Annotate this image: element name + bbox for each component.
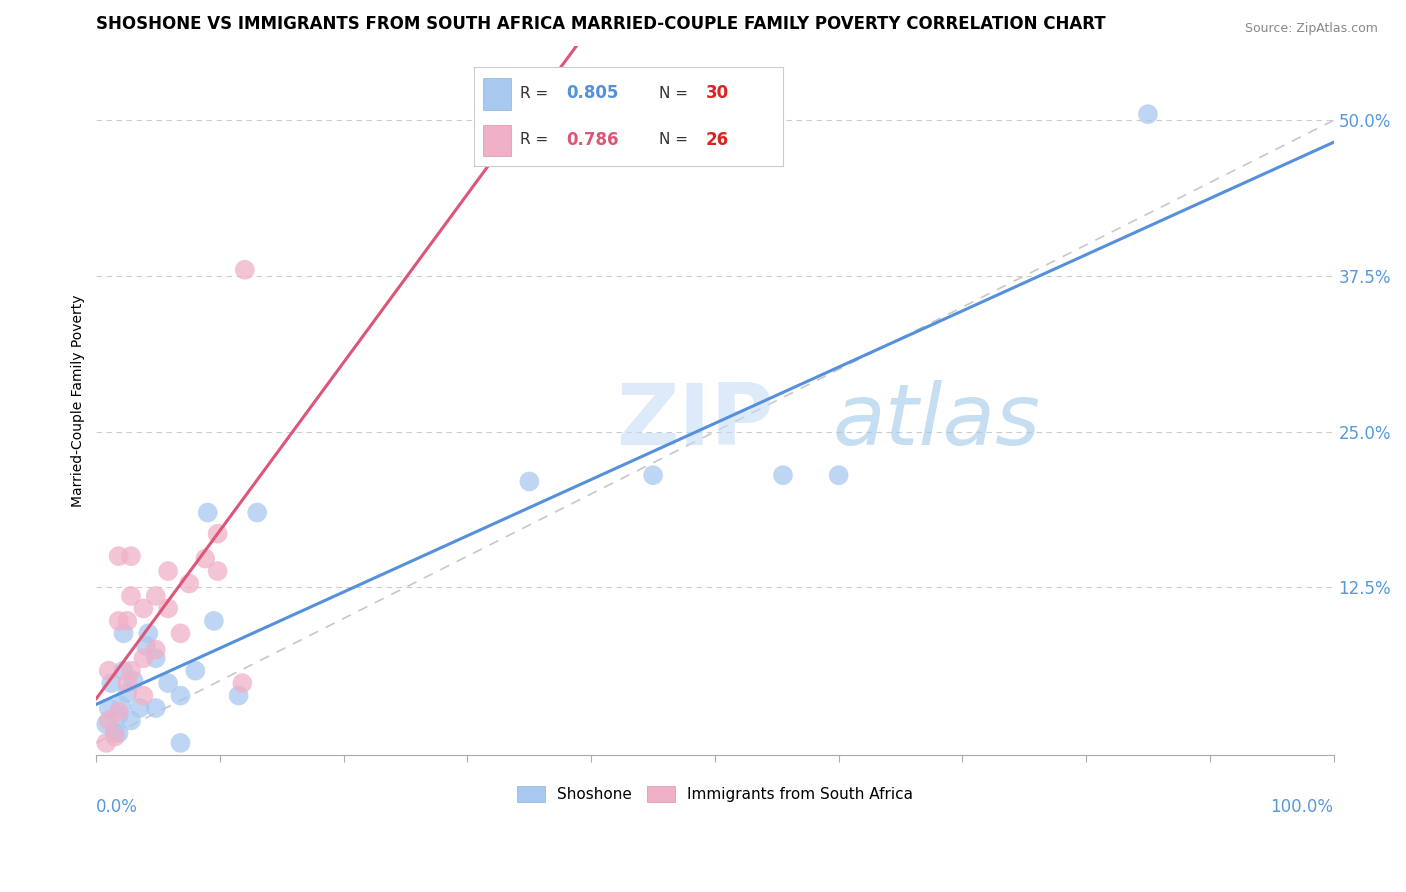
Text: atlas: atlas <box>832 380 1040 463</box>
Point <box>157 676 180 690</box>
Point <box>132 651 155 665</box>
Point <box>772 468 794 483</box>
Point <box>233 262 256 277</box>
Point <box>128 701 150 715</box>
Point <box>169 689 191 703</box>
Point <box>517 475 540 489</box>
Text: Source: ZipAtlas.com: Source: ZipAtlas.com <box>1244 22 1378 36</box>
Point <box>120 549 142 563</box>
Point <box>157 564 180 578</box>
Point <box>207 526 229 541</box>
Point <box>107 549 129 563</box>
Point <box>132 601 155 615</box>
Y-axis label: Married-Couple Family Poverty: Married-Couple Family Poverty <box>72 294 86 507</box>
Point <box>107 705 129 719</box>
Point <box>120 714 142 728</box>
Point <box>132 689 155 703</box>
Point <box>107 708 129 723</box>
Point <box>110 698 132 713</box>
Point <box>97 664 120 678</box>
Text: 0.0%: 0.0% <box>97 798 138 816</box>
Point <box>207 564 229 578</box>
Point <box>246 506 269 520</box>
Point <box>97 701 120 715</box>
Point <box>228 689 250 703</box>
Point <box>120 589 142 603</box>
Point <box>136 626 159 640</box>
Text: ZIP: ZIP <box>616 380 773 463</box>
Text: 100.0%: 100.0% <box>1271 798 1333 816</box>
Point <box>145 701 167 715</box>
Point <box>97 714 120 728</box>
Point <box>107 726 129 740</box>
Point <box>197 506 219 520</box>
Point <box>169 626 191 640</box>
Point <box>145 651 167 665</box>
Point <box>112 626 135 640</box>
Point <box>202 614 225 628</box>
Point <box>104 730 127 744</box>
Point <box>184 664 207 678</box>
Point <box>122 673 145 688</box>
Point <box>157 601 180 615</box>
Point <box>827 468 849 483</box>
Point <box>96 736 118 750</box>
Point <box>104 726 127 740</box>
Point <box>135 639 157 653</box>
Point <box>1136 107 1159 121</box>
Point <box>120 664 142 678</box>
Point <box>194 551 217 566</box>
Point <box>145 589 167 603</box>
Point <box>117 686 139 700</box>
Point <box>231 676 253 690</box>
Text: SHOSHONE VS IMMIGRANTS FROM SOUTH AFRICA MARRIED-COUPLE FAMILY POVERTY CORRELATI: SHOSHONE VS IMMIGRANTS FROM SOUTH AFRICA… <box>97 15 1107 33</box>
Point <box>117 614 139 628</box>
Legend: Shoshone, Immigrants from South Africa: Shoshone, Immigrants from South Africa <box>510 780 920 808</box>
Point <box>107 614 129 628</box>
Point <box>179 576 201 591</box>
Point <box>112 664 135 678</box>
Point <box>96 717 118 731</box>
Point <box>117 676 139 690</box>
Point <box>641 468 664 483</box>
Point <box>100 676 122 690</box>
Point <box>169 736 191 750</box>
Point <box>145 642 167 657</box>
